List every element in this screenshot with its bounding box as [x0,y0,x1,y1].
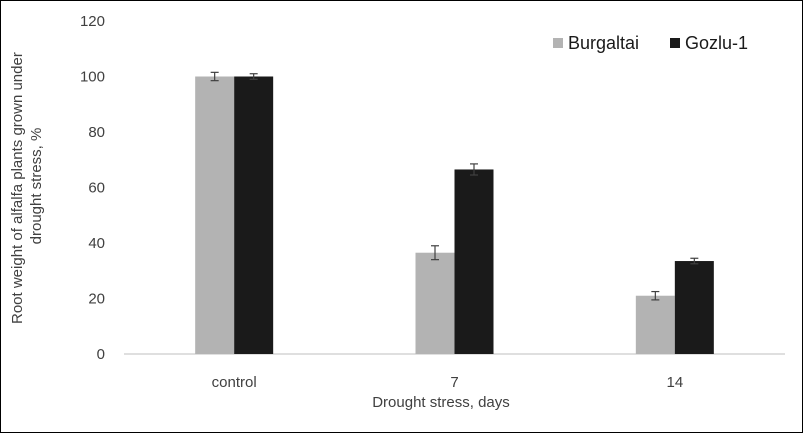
x-tick-label: 7 [450,374,458,391]
error-bars [210,71,699,301]
bar-gozlu-1-7 [454,169,494,354]
legend-swatch-gozlu-1 [670,38,680,48]
y-tick-label: 40 [88,235,105,252]
y-tick-label: 0 [97,346,105,363]
y-tick-label: 20 [88,291,105,308]
y-tick-label: 60 [88,180,105,197]
legend-label-gozlu-1: Gozlu-1 [685,33,748,53]
x-tick-label: control [212,374,257,391]
y-axis-title-line-2: drought stress, % [28,128,45,245]
y-tick-label: 80 [88,124,105,141]
bar-gozlu-1-control [234,76,274,354]
y-tick-label: 120 [80,13,105,30]
y-tick-label: 100 [80,69,105,86]
x-tick-label: 14 [666,374,683,391]
legend: Burgaltai Gozlu-1 [553,33,748,53]
bar-gozlu-1-14 [674,261,714,354]
y-axis-title-line-1: Root weight of alfalfa plants grown unde… [9,52,26,324]
bars [195,76,714,354]
bar-burgaltai-7 [415,252,455,354]
legend-label-burgaltai: Burgaltai [568,33,639,53]
legend-swatch-burgaltai [553,38,563,48]
bar-burgaltai-control [195,76,235,354]
bar-burgaltai-14 [635,295,675,354]
y-axis-ticks: 0 20 40 60 80 100 120 [80,13,105,363]
x-axis-ticks: control 7 14 [212,374,684,391]
x-axis-title: Drought stress, days [372,394,510,411]
y-axis-title: Root weight of alfalfa plants grown unde… [9,48,45,324]
